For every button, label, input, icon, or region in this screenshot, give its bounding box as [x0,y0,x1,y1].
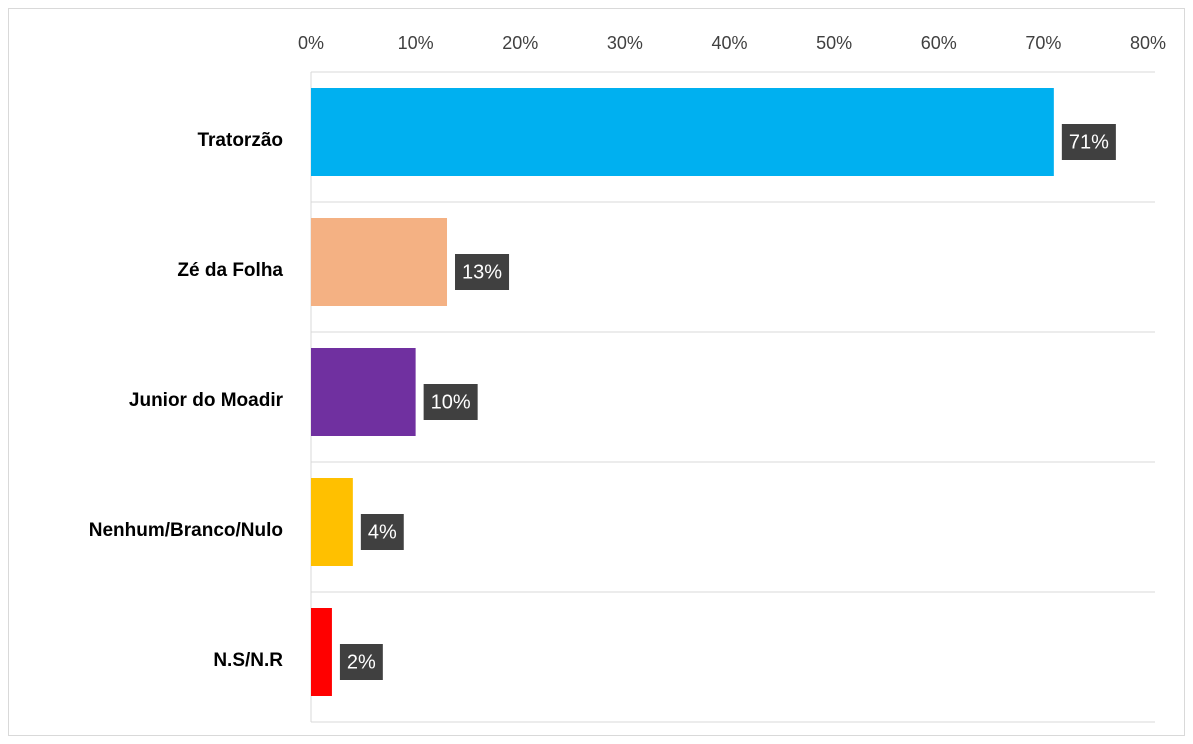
value-label-box [360,514,404,550]
category-label: Tratorzão [197,130,283,151]
x-tick-label: 80% [1130,33,1166,53]
value-label: 4% [368,521,397,543]
category-label: N.S/N.R [213,650,283,671]
x-tick-label: 60% [921,33,957,53]
bar [311,478,353,566]
value-label-box [423,384,478,420]
bar [311,218,448,306]
bar [311,88,1054,176]
category-label: Junior do Moadir [129,390,284,411]
x-tick-label: 70% [1025,33,1061,53]
x-tick-label: 40% [711,33,747,53]
bar [311,348,416,436]
value-label-box [339,644,383,680]
value-label-box [1061,124,1116,160]
x-tick-label: 0% [298,33,324,53]
value-label-box [455,254,510,290]
category-label: Zé da Folha [177,260,283,281]
bar [311,608,332,696]
x-tick-label: 30% [607,33,643,53]
x-tick-label: 10% [398,33,434,53]
value-label: 2% [347,651,376,673]
value-label: 13% [462,261,502,283]
category-label: Nenhum/Branco/Nulo [89,520,283,541]
value-label: 10% [431,391,471,413]
x-tick-label: 50% [816,33,852,53]
x-tick-label: 20% [502,33,538,53]
value-label: 71% [1069,131,1109,153]
